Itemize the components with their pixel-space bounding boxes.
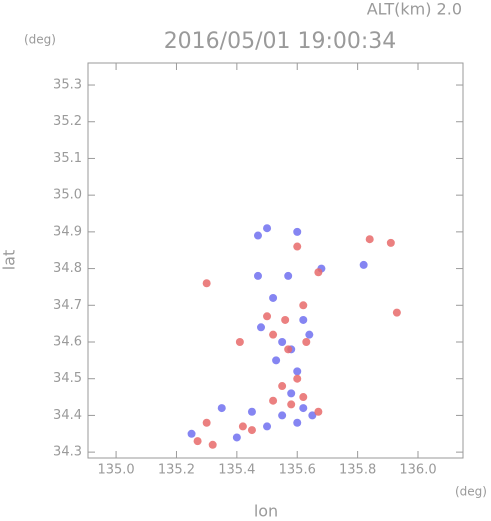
y-tick-label: 34.6 bbox=[53, 334, 82, 349]
altitude-label: ALT(km) 2.0 bbox=[367, 0, 462, 19]
x-axis-label: lon bbox=[254, 502, 278, 521]
x-tick-label: 135.8 bbox=[339, 463, 376, 478]
echo-point bbox=[253, 231, 262, 240]
echo-point bbox=[293, 374, 302, 383]
echo-point bbox=[278, 382, 287, 391]
echo-point bbox=[365, 235, 374, 244]
echo-point bbox=[305, 330, 314, 339]
echo-point bbox=[302, 337, 311, 346]
echo-point bbox=[193, 437, 202, 446]
echo-point bbox=[269, 330, 278, 339]
chart-title: 2016/05/01 19:00:34 bbox=[164, 29, 397, 54]
y-unit: (deg) bbox=[24, 33, 56, 47]
echo-point bbox=[299, 393, 308, 402]
y-tick-label: 34.8 bbox=[53, 261, 82, 276]
echo-point bbox=[208, 440, 217, 449]
echo-point bbox=[386, 238, 395, 247]
echo-point bbox=[247, 407, 256, 416]
echo-point bbox=[299, 404, 308, 413]
y-tick-label: 34.4 bbox=[53, 408, 82, 423]
x-tick-label: 135.0 bbox=[97, 463, 134, 478]
echo-point bbox=[202, 418, 211, 427]
echo-point bbox=[293, 367, 302, 376]
x-tick-label: 135.6 bbox=[279, 463, 316, 478]
echo-point bbox=[287, 389, 296, 398]
echo-point bbox=[278, 411, 287, 420]
echo-point bbox=[308, 411, 317, 420]
y-tick-label: 34.9 bbox=[53, 224, 82, 239]
echo-point bbox=[359, 260, 368, 269]
echo-point bbox=[284, 271, 293, 280]
echo-point bbox=[202, 279, 211, 288]
echo-point bbox=[257, 323, 266, 332]
echo-point bbox=[284, 345, 293, 354]
plot-frame bbox=[87, 62, 464, 459]
echo-point bbox=[247, 426, 256, 435]
echo-point bbox=[293, 242, 302, 251]
y-tick-label: 35.3 bbox=[53, 78, 82, 93]
echo-point bbox=[263, 422, 272, 431]
echo-point bbox=[238, 422, 247, 431]
y-axis-label: lat bbox=[0, 250, 19, 271]
y-tick-label: 34.3 bbox=[53, 445, 82, 460]
y-tick-label: 35.1 bbox=[53, 151, 82, 166]
echo-point bbox=[392, 308, 401, 317]
y-tick-label: 35.0 bbox=[53, 188, 82, 203]
echo-point bbox=[278, 337, 287, 346]
echo-point bbox=[187, 429, 196, 438]
echo-point bbox=[314, 268, 323, 277]
echo-point bbox=[299, 301, 308, 310]
y-tick-label: 35.2 bbox=[53, 114, 82, 129]
echo-point bbox=[287, 400, 296, 409]
echo-point bbox=[272, 356, 281, 365]
echo-point bbox=[269, 396, 278, 405]
y-tick-label: 34.5 bbox=[53, 371, 82, 386]
echo-point bbox=[281, 315, 290, 324]
echo-point bbox=[293, 418, 302, 427]
echo-point bbox=[269, 293, 278, 302]
echo-point bbox=[232, 433, 241, 442]
echo-point bbox=[314, 407, 323, 416]
y-tick-label: 34.7 bbox=[53, 298, 82, 313]
x-unit: (deg) bbox=[455, 485, 487, 499]
echo-point bbox=[263, 312, 272, 321]
echo-point bbox=[253, 271, 262, 280]
x-tick-label: 135.2 bbox=[158, 463, 195, 478]
x-tick-label: 135.4 bbox=[218, 463, 255, 478]
echo-point bbox=[299, 315, 308, 324]
echo-point bbox=[235, 337, 244, 346]
echo-point bbox=[293, 227, 302, 236]
echo-point bbox=[263, 224, 272, 233]
x-tick-label: 136.0 bbox=[399, 463, 436, 478]
echo-point bbox=[217, 404, 226, 413]
